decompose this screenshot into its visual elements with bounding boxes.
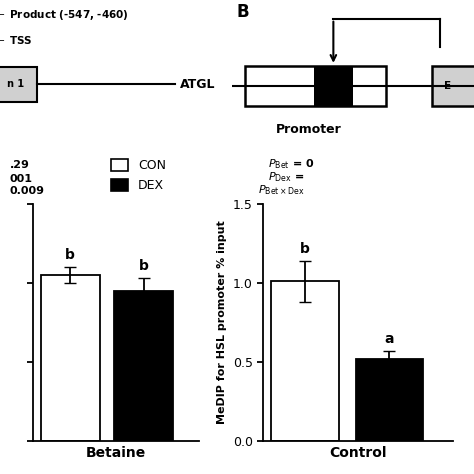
FancyBboxPatch shape (432, 66, 474, 106)
Text: $\leftarrow$ TSS: $\leftarrow$ TSS (0, 35, 33, 46)
Text: b: b (300, 242, 310, 256)
Text: ATGL: ATGL (180, 78, 216, 91)
Bar (356, 359, 423, 441)
Text: $\mathit{P}_{\rm Bet \times Dex}$: $\mathit{P}_{\rm Bet \times Dex}$ (258, 183, 305, 197)
Text: $\mathit{P}_{\rm Dex}$ =: $\mathit{P}_{\rm Dex}$ = (268, 170, 304, 184)
Text: $\mathit{P}_{\rm Bet}$ = 0: $\mathit{P}_{\rm Bet}$ = 0 (268, 157, 314, 171)
X-axis label: Control: Control (329, 447, 387, 460)
FancyBboxPatch shape (245, 66, 386, 106)
Text: B: B (236, 3, 249, 21)
Text: a: a (385, 332, 394, 346)
Text: E: E (444, 81, 451, 91)
Text: n 1: n 1 (7, 80, 24, 90)
FancyBboxPatch shape (314, 66, 353, 106)
Y-axis label: MeDIP for HSL promoter % input: MeDIP for HSL promoter % input (217, 220, 227, 424)
X-axis label: Betaine: Betaine (86, 447, 146, 460)
Text: .29: .29 (9, 160, 29, 170)
Bar (41, 275, 100, 441)
Text: b: b (65, 248, 75, 262)
Text: 0.009: 0.009 (9, 186, 45, 196)
Bar (114, 291, 173, 441)
Text: Promoter: Promoter (276, 123, 342, 136)
Text: $\leftarrow$ Product (-547, -460): $\leftarrow$ Product (-547, -460) (0, 8, 129, 22)
Legend: CON, DEX: CON, DEX (110, 159, 166, 192)
Text: b: b (139, 259, 149, 273)
FancyBboxPatch shape (0, 67, 37, 102)
Bar (272, 281, 339, 441)
Text: 001: 001 (9, 173, 33, 183)
